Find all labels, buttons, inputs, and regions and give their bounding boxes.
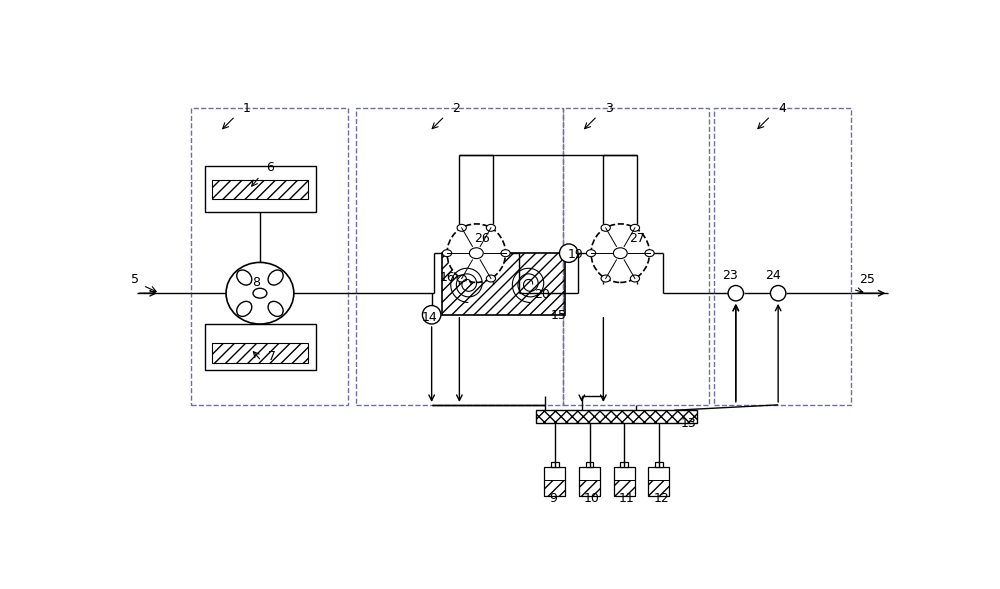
- Ellipse shape: [645, 250, 654, 257]
- Ellipse shape: [457, 275, 466, 282]
- Ellipse shape: [469, 248, 483, 259]
- Text: 24: 24: [765, 269, 781, 282]
- Bar: [579, 467, 600, 497]
- Ellipse shape: [601, 224, 610, 231]
- Text: 19: 19: [568, 248, 584, 261]
- Circle shape: [591, 224, 650, 283]
- Text: 3: 3: [605, 101, 613, 115]
- Text: 12: 12: [653, 492, 669, 505]
- Bar: [544, 481, 565, 497]
- Bar: [655, 462, 663, 467]
- Ellipse shape: [586, 250, 596, 257]
- Text: 25: 25: [859, 273, 875, 286]
- Bar: [586, 462, 593, 467]
- Ellipse shape: [630, 275, 640, 282]
- Ellipse shape: [253, 288, 267, 298]
- Ellipse shape: [237, 302, 252, 316]
- Ellipse shape: [601, 275, 610, 282]
- Circle shape: [770, 286, 786, 301]
- Ellipse shape: [486, 224, 496, 231]
- Bar: [356, 108, 563, 405]
- Ellipse shape: [442, 250, 452, 257]
- Ellipse shape: [268, 302, 283, 316]
- Bar: [205, 324, 316, 370]
- Text: 15: 15: [551, 309, 567, 322]
- Text: 7: 7: [268, 349, 276, 362]
- Bar: [205, 166, 316, 213]
- Circle shape: [559, 244, 578, 263]
- Text: 2: 2: [452, 101, 460, 115]
- Text: 14: 14: [422, 311, 437, 324]
- Bar: [648, 481, 669, 497]
- Bar: [579, 481, 600, 497]
- Text: 26: 26: [474, 233, 490, 246]
- Ellipse shape: [630, 224, 640, 231]
- Text: 8: 8: [252, 276, 260, 289]
- Text: 4: 4: [778, 101, 786, 115]
- Circle shape: [728, 286, 744, 301]
- Text: 16: 16: [439, 271, 455, 284]
- Ellipse shape: [268, 270, 283, 285]
- Text: 1: 1: [243, 101, 251, 115]
- Bar: [551, 462, 559, 467]
- Text: 9: 9: [549, 492, 557, 505]
- Ellipse shape: [457, 224, 466, 231]
- Text: 5: 5: [131, 273, 139, 286]
- Ellipse shape: [226, 263, 294, 324]
- Text: 13: 13: [680, 417, 696, 431]
- Bar: [544, 467, 565, 497]
- Text: 23: 23: [722, 269, 738, 282]
- Bar: [212, 180, 308, 199]
- Bar: [442, 253, 565, 315]
- Text: 6: 6: [266, 161, 274, 174]
- Ellipse shape: [237, 270, 252, 285]
- Text: 27: 27: [630, 233, 645, 246]
- Text: 20: 20: [534, 288, 550, 301]
- Bar: [614, 467, 635, 497]
- Bar: [191, 108, 348, 405]
- Ellipse shape: [613, 248, 627, 259]
- Ellipse shape: [486, 275, 496, 282]
- Text: 10: 10: [584, 492, 600, 505]
- Circle shape: [447, 224, 506, 283]
- Bar: [536, 411, 697, 422]
- Ellipse shape: [501, 250, 510, 257]
- Bar: [563, 108, 709, 405]
- Bar: [614, 481, 635, 497]
- Bar: [212, 343, 308, 362]
- Bar: [648, 467, 669, 497]
- Text: 11: 11: [619, 492, 635, 505]
- Circle shape: [422, 306, 441, 324]
- Bar: [620, 462, 628, 467]
- Bar: [714, 108, 851, 405]
